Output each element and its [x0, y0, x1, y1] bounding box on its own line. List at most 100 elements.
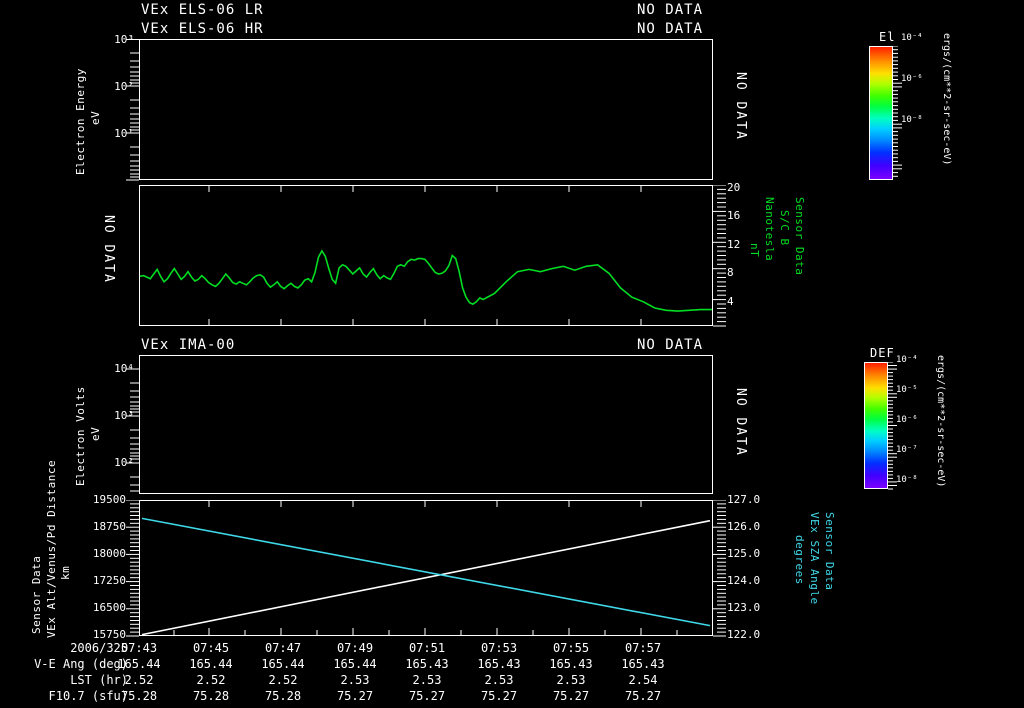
panel2-rlabel-4: nT [748, 243, 761, 258]
panel4-ytick-right-5: 122.0 [727, 628, 761, 641]
panel2-ytick-0: 20 [727, 181, 741, 194]
panel2-rlabel-1: Sensor Data [793, 197, 806, 276]
footer-row-label-1: V-E Ang (deg) [34, 657, 128, 671]
footer-row-label-3: F10.7 (sfu) [48, 689, 128, 703]
panel2-ytick-2: 12 [727, 238, 741, 251]
panel2-rlabel-3: Nanotesla [763, 197, 776, 262]
footer-f107-5: 75.27 [480, 689, 518, 703]
colorbar-def-tick-4: 10⁻⁸ [896, 475, 918, 485]
footer-time-3: 07:49 [336, 641, 374, 655]
panel1-yunits: eV [89, 110, 102, 125]
footer-lst-4: 2.53 [412, 673, 442, 687]
footer-ve-ang-5: 165.43 [477, 657, 521, 671]
footer-f107-6: 75.27 [552, 689, 590, 703]
colorbar-el-tick-2: 10⁻⁸ [901, 115, 923, 125]
footer-time-1: 07:45 [192, 641, 230, 655]
panel1-header-left-2: VEx ELS-06 HR [141, 21, 264, 37]
footer-lst-6: 2.53 [556, 673, 586, 687]
footer-ve-ang-0: 165.44 [117, 657, 161, 671]
panel3-left-tick-marks [126, 368, 139, 492]
panel2-right-tick-marks [713, 185, 726, 327]
panel1-no-data-text: NO DATA [733, 72, 748, 141]
footer-ve-ang-6: 165.43 [549, 657, 593, 671]
panel4-ytick-right-0: 127.0 [727, 493, 761, 506]
panel4-ytick-left-4: 16500 [92, 601, 126, 614]
colorbar-el-tick-1: 10⁻⁶ [901, 74, 923, 84]
panel1-plot-area[interactable] [139, 39, 713, 180]
footer-f107-7: 75.27 [624, 689, 662, 703]
footer-f107-0: 75.28 [120, 689, 158, 703]
panel3-header-right: NO DATA [637, 337, 704, 353]
footer-f107-3: 75.27 [336, 689, 374, 703]
panel3-plot-area[interactable] [139, 355, 713, 494]
panel3-yunits: eV [89, 426, 102, 441]
panel3-ytick-1: 10³ [114, 409, 134, 422]
panel1-header-right-2: NO DATA [637, 21, 704, 37]
panel4-plot-area[interactable] [139, 500, 713, 636]
panel4-left-tick-marks [126, 500, 139, 637]
panel1-ytick-0: 10³ [114, 33, 134, 46]
footer-row-label-0: 2006/325 [70, 641, 128, 655]
panel3-ylabel: Electron Volts [74, 386, 87, 486]
panel2-ytick-4: 4 [727, 295, 734, 308]
footer-time-7: 07:57 [624, 641, 662, 655]
colorbar-el-title: El [879, 30, 896, 44]
footer-time-0: 07:43 [120, 641, 158, 655]
panel3-no-data-text: NO DATA [733, 388, 748, 457]
colorbar-def-gradient [864, 362, 888, 489]
panel4-llabel-1: Sensor Data [30, 555, 43, 634]
panel1-ytick-1: 10² [114, 80, 134, 93]
panel2-no-data-text: NO DATA [101, 215, 116, 284]
panel4-rlabel-2: VEx SZA Angle [808, 512, 821, 605]
colorbar-def-tick-2: 10⁻⁶ [896, 415, 918, 425]
panel4-llabel-3: km [59, 565, 72, 580]
footer-ve-ang-2: 165.44 [261, 657, 305, 671]
panel4-ytick-left-1: 18750 [92, 520, 126, 533]
footer-lst-3: 2.53 [340, 673, 370, 687]
panel4-ytick-left-2: 18000 [92, 547, 126, 560]
panel2-plot-area[interactable] [139, 185, 713, 326]
panel2-b-field-trace [140, 249, 712, 312]
footer-lst-7: 2.54 [628, 673, 658, 687]
footer-ve-ang-4: 165.43 [405, 657, 449, 671]
sza-line [141, 517, 711, 627]
panel3-ytick-2: 10² [114, 456, 134, 469]
colorbar-def-tick-3: 10⁻⁷ [896, 445, 918, 455]
panel4-ytick-right-3: 124.0 [727, 574, 761, 587]
panel1-ytick-2: 10¹ [114, 127, 134, 140]
altitude-line [141, 519, 711, 635]
panel4-ytick-right-1: 126.0 [727, 520, 761, 533]
panel4-traces [141, 517, 711, 635]
panel4-ytick-left-5: 15750 [92, 628, 126, 641]
colorbar-def-tick-marks [888, 362, 897, 490]
footer-lst-2: 2.52 [268, 673, 298, 687]
panel1-header-left-1: VEx ELS-06 LR [141, 2, 264, 18]
panel4-right-tick-marks [713, 500, 726, 637]
footer-time-4: 07:51 [408, 641, 446, 655]
colorbar-def-tick-0: 10⁻⁴ [896, 355, 918, 365]
panel1-left-tick-marks [126, 39, 139, 181]
footer-ve-ang-1: 165.44 [189, 657, 233, 671]
panel4-ytick-left-3: 17250 [92, 574, 126, 587]
panel2-ytick-3: 8 [727, 266, 734, 279]
panel4-ytick-right-2: 125.0 [727, 547, 761, 560]
panel3-header-left: VEx IMA-00 [141, 337, 236, 353]
panel3-ytick-0: 10⁴ [114, 362, 134, 375]
footer-time-2: 07:47 [264, 641, 302, 655]
panel4-ytick-right-4: 123.0 [727, 601, 761, 614]
panel1-ylabel: Electron Energy [74, 68, 87, 175]
colorbar-el-tick-marks [893, 46, 902, 177]
colorbar-def-tick-1: 10⁻⁵ [896, 385, 918, 395]
footer-ve-ang-7: 165.43 [621, 657, 665, 671]
footer-lst-5: 2.53 [484, 673, 514, 687]
footer-f107-4: 75.27 [408, 689, 446, 703]
footer-lst-1: 2.52 [196, 673, 226, 687]
panel2-ytick-1: 16 [727, 209, 741, 222]
colorbar-el-tick-0: 10⁻⁴ [901, 33, 923, 43]
footer-f107-1: 75.28 [192, 689, 230, 703]
footer-row-label-2: LST (hr) [70, 673, 128, 687]
footer-time-5: 07:53 [480, 641, 518, 655]
colorbar-el-units: ergs/(cm**2-sr-sec-eV) [941, 33, 952, 166]
footer-time-6: 07:55 [552, 641, 590, 655]
panel1-header-right-1: NO DATA [637, 2, 704, 18]
